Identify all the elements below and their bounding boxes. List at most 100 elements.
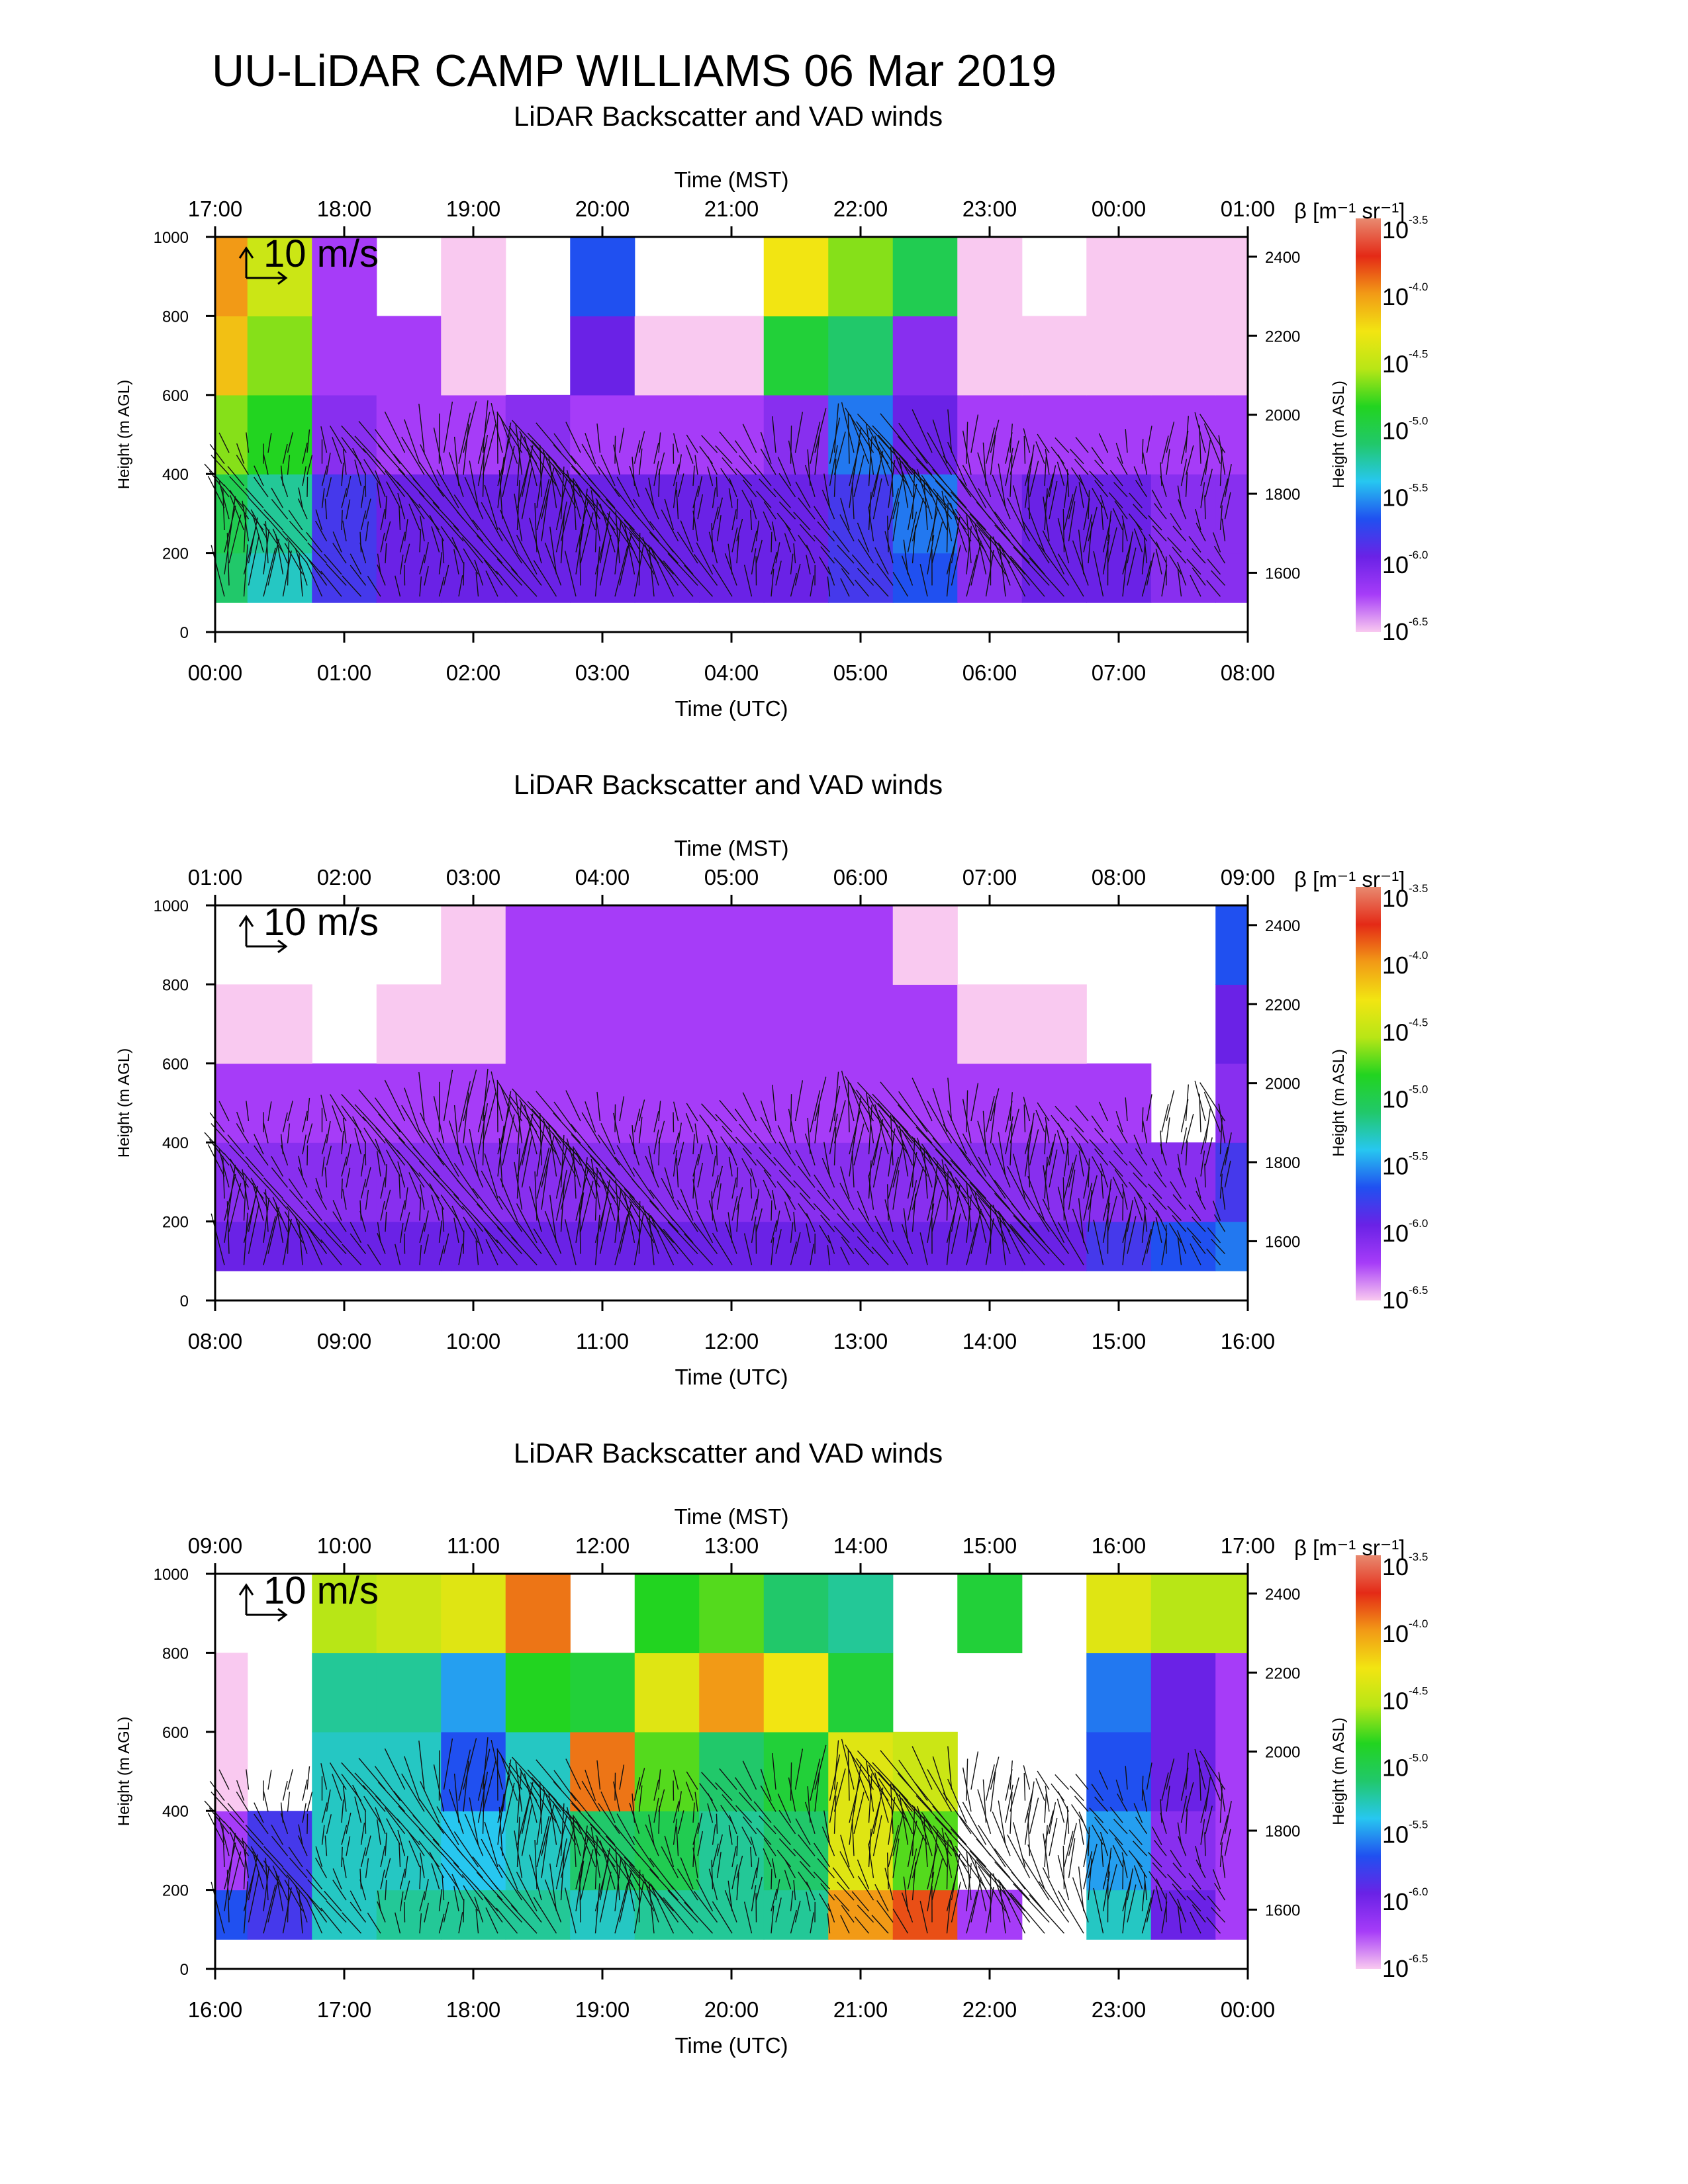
wind-arrow [594, 1168, 598, 1221]
wind-arrow [1057, 518, 1070, 564]
wind-arrow [1142, 1120, 1148, 1144]
wind-arrow [638, 448, 643, 475]
heatmap-cell [699, 474, 765, 554]
heatmap-cell [892, 984, 958, 1064]
wind-arrow [209, 1807, 230, 1835]
colorbar-tick-base: 10 [1382, 1821, 1409, 1848]
wind-arrow [585, 1161, 616, 1199]
wind-arrow [1185, 1782, 1194, 1812]
heatmap-cell [1215, 237, 1248, 316]
wind-arrow [408, 1841, 420, 1868]
wind-arrow [1196, 1859, 1206, 1879]
wind-arrow [375, 1138, 386, 1166]
wind-arrow [849, 1778, 861, 1823]
wind-arrow [600, 1122, 616, 1155]
wind-arrow [974, 1861, 987, 1911]
wind-arrow [857, 1207, 874, 1232]
wind-arrow [463, 424, 469, 475]
colorbar-tick-exponent: -4.0 [1409, 281, 1428, 293]
wind-arrow [315, 1846, 323, 1868]
wind-arrow [736, 1835, 739, 1856]
wind-arrow [297, 1835, 308, 1856]
wind-arrow [385, 1211, 387, 1232]
heatmap-cell [376, 1653, 442, 1733]
wind-arrow [932, 419, 948, 464]
wind-arrow [346, 1144, 352, 1165]
wind-arrow [246, 1769, 250, 1790]
wind-arrow [784, 1860, 796, 1879]
wind-arrow [453, 1105, 459, 1155]
wind-arrow [1190, 1243, 1201, 1265]
colorbar-tick-base: 10 [1382, 1086, 1409, 1113]
wind-arrow [218, 1101, 230, 1122]
wind-arrow [1133, 1134, 1143, 1155]
wind-arrow [605, 498, 635, 531]
wind-arrow [306, 1145, 308, 1165]
wind-arrow [743, 1233, 753, 1265]
wind-arrow [246, 432, 250, 453]
wind-arrow [360, 510, 367, 531]
heatmap-cell [441, 1142, 506, 1222]
wind-arrow [500, 1846, 518, 1889]
wind-arrow [966, 1863, 972, 1911]
wind-arrow [680, 1189, 694, 1221]
wind-arrow [892, 572, 909, 597]
wind-arrow [585, 493, 616, 531]
wind-arrow [254, 465, 264, 486]
wind-arrow [1075, 437, 1089, 453]
wind-arrow [827, 566, 835, 586]
wind-arrow [1027, 1844, 1045, 1889]
wind-arrow [590, 1827, 601, 1878]
wind-arrow [616, 1145, 635, 1177]
wind-arrow [982, 1779, 987, 1823]
wind-arrow [443, 401, 453, 453]
wind-arrow [515, 1760, 523, 1812]
wind-arrow [837, 545, 855, 564]
colorbar-tick-base: 10 [1382, 1019, 1409, 1046]
y-tick-label-agl: 1000 [154, 229, 189, 247]
wind-arrow [946, 1171, 949, 1221]
wind-arrow [1043, 1165, 1050, 1210]
wind-arrow [814, 506, 831, 531]
wind-arrow [342, 1244, 362, 1265]
wind-arrow [573, 1146, 577, 1199]
wind-arrow [638, 1116, 643, 1144]
wind-arrow [456, 511, 484, 542]
wind-arrow [692, 1802, 695, 1823]
wind-arrow [384, 1748, 406, 1790]
wind-arrow [228, 496, 236, 541]
wind-arrow [872, 1093, 909, 1133]
wind-arrow [397, 1150, 420, 1177]
wind-arrow [282, 1218, 292, 1265]
wind-arrow [673, 1801, 680, 1823]
wind-arrow [1035, 441, 1045, 464]
wind-arrow [485, 1907, 498, 1934]
wind-arrow [1155, 1210, 1167, 1232]
wind-arrow [1185, 1084, 1190, 1122]
wind-arrow [236, 443, 245, 464]
x-tick-label-mst: 23:00 [962, 197, 1017, 221]
wind-arrow [1133, 466, 1143, 486]
wind-arrow [933, 1157, 967, 1199]
wind-arrow [722, 457, 737, 475]
wind-arrow [912, 1138, 915, 1188]
wind-arrow [342, 449, 347, 475]
x-axis-title-mst: Time (MST) [675, 836, 789, 860]
wind-arrow [919, 564, 928, 597]
wind-arrow [892, 1909, 909, 1934]
wind-arrow [1062, 508, 1065, 553]
x-tick-label-utc: 22:00 [962, 1997, 1017, 2022]
wind-arrow [692, 502, 695, 531]
wind-arrow [440, 525, 459, 553]
wind-arrow [211, 455, 230, 475]
wind-arrow [1125, 429, 1128, 453]
x-axis-title-mst: Time (MST) [675, 1504, 789, 1529]
y-axis-title-asl: Height (m ASL) [1330, 1717, 1348, 1825]
wind-arrow [673, 1770, 679, 1790]
wind-arrow [742, 1816, 757, 1835]
wind-arrow [228, 1833, 236, 1878]
wind-arrow [608, 507, 640, 542]
wind-arrow [685, 1781, 694, 1801]
wind-arrow [306, 1230, 323, 1265]
wind-arrow [289, 520, 308, 542]
